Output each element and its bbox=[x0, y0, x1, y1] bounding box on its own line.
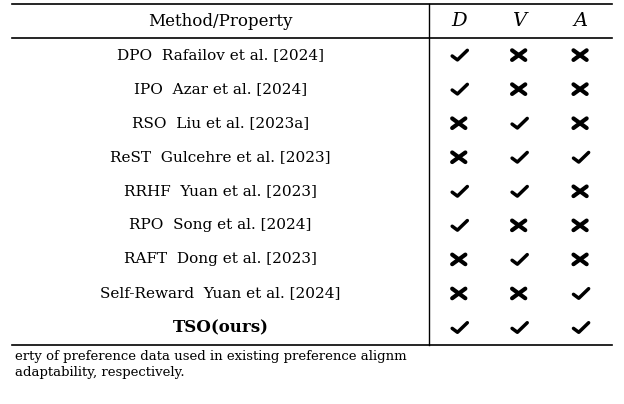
Text: IPO  Azar et al. [2024]: IPO Azar et al. [2024] bbox=[134, 82, 307, 96]
Text: Self-Reward  Yuan et al. [2024]: Self-Reward Yuan et al. [2024] bbox=[100, 286, 341, 301]
Text: RPO  Song et al. [2024]: RPO Song et al. [2024] bbox=[129, 218, 312, 232]
Text: Method/Property: Method/Property bbox=[149, 13, 293, 29]
Text: erty of preference data used in existing preference alignm: erty of preference data used in existing… bbox=[16, 350, 407, 363]
Text: ReST  Gulcehre et al. [2023]: ReST Gulcehre et al. [2023] bbox=[110, 150, 331, 164]
Text: RSO  Liu et al. [2023a]: RSO Liu et al. [2023a] bbox=[132, 116, 310, 130]
Text: TSO(ours): TSO(ours) bbox=[173, 319, 269, 336]
Text: adaptability, respectively.: adaptability, respectively. bbox=[16, 366, 185, 379]
Text: RRHF  Yuan et al. [2023]: RRHF Yuan et al. [2023] bbox=[124, 184, 317, 198]
Text: RAFT  Dong et al. [2023]: RAFT Dong et al. [2023] bbox=[124, 252, 317, 266]
Text: V: V bbox=[512, 12, 526, 30]
Text: DPO  Rafailov et al. [2024]: DPO Rafailov et al. [2024] bbox=[117, 48, 324, 62]
Text: D: D bbox=[451, 12, 467, 30]
Text: A: A bbox=[573, 12, 587, 30]
